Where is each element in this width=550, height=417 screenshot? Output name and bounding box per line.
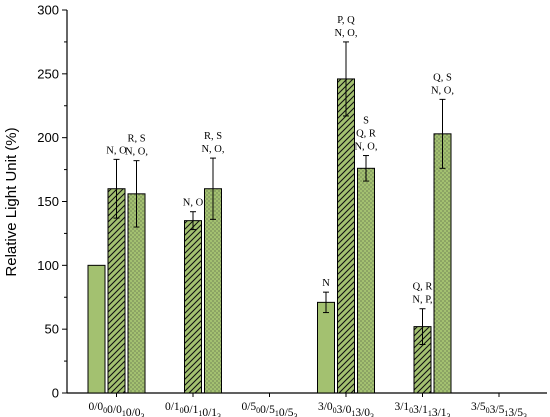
y-axis-label: Relative Light Unit (%) xyxy=(3,127,20,276)
y-tick-label: 200 xyxy=(37,130,59,145)
y-tick-label: 150 xyxy=(37,194,59,209)
significance-label: N, P, xyxy=(412,295,432,306)
y-tick-label: 0 xyxy=(52,386,59,401)
plot-area: 0 50 100 150 200 250 300 0/000/010/03 0/100/110/… xyxy=(37,3,547,417)
bar xyxy=(317,301,335,394)
y-tick-label: 300 xyxy=(37,3,59,18)
significance-label: Q, R xyxy=(413,282,433,293)
x-tick-label: 0/500/510/53 xyxy=(241,401,297,417)
bar xyxy=(184,220,202,394)
y-tick-label: 250 xyxy=(37,66,59,81)
x-tick-label: 3/003/013/03 xyxy=(318,401,374,417)
significance-label: N, O, xyxy=(125,147,148,158)
bar xyxy=(357,167,375,394)
significance-label: S xyxy=(363,116,369,127)
significance-label: N, O, xyxy=(201,144,224,155)
y-tick-label: 50 xyxy=(45,322,59,337)
significance-label: N, O, xyxy=(354,142,377,153)
x-tick-label: 3/503/513/53 xyxy=(471,401,527,417)
x-tick-label: 0/100/110/13 xyxy=(165,401,221,417)
significance-label: R, S xyxy=(204,131,222,142)
significance-label: N, O, xyxy=(431,85,454,96)
significance-label: Q, R xyxy=(356,129,376,140)
significance-label: R, S xyxy=(127,134,145,145)
bar xyxy=(337,78,355,394)
significance-label: N, O xyxy=(106,145,127,156)
significance-label: Q, S xyxy=(433,72,452,83)
y-tick-label: 100 xyxy=(37,258,59,273)
bar xyxy=(107,188,126,394)
significance-label: N, O, xyxy=(334,28,357,39)
x-tick-label: 3/103/113/13 xyxy=(394,401,450,417)
significance-label: P, Q xyxy=(337,15,355,26)
significance-label: N, O xyxy=(183,198,204,209)
bar xyxy=(87,264,106,394)
bar xyxy=(433,133,452,394)
x-tick-label: 0/000/010/03 xyxy=(88,401,144,417)
significance-label: N xyxy=(322,278,330,289)
